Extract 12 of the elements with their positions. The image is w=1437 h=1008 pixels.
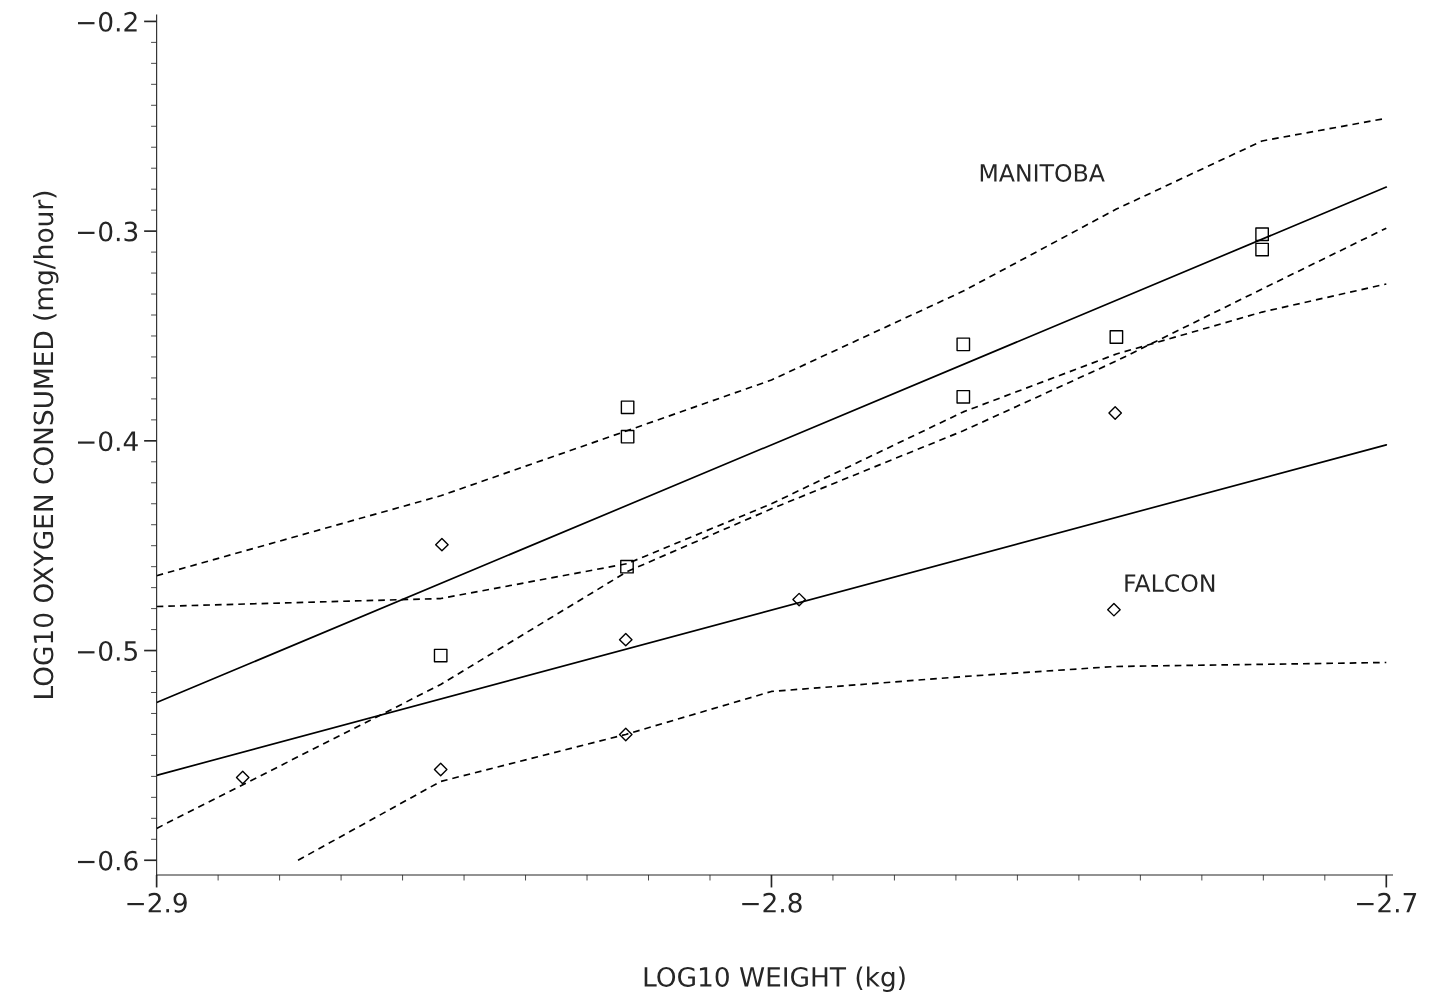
annotation: MANITOBA bbox=[980, 164, 1105, 182]
x-axis-title: LOG10 WEIGHT (kg) bbox=[644, 966, 905, 992]
y-tick-label: −0.3 bbox=[77, 221, 138, 242]
x-tick-label: −2.8 bbox=[742, 892, 802, 913]
y-tick-label: −0.6 bbox=[77, 850, 138, 871]
x-tick-label: −2.9 bbox=[127, 892, 187, 913]
y-axis-title: LOG10 OXYGEN CONSUMED (mg/hour) bbox=[32, 191, 59, 698]
annotation: FALCON bbox=[1125, 574, 1215, 593]
x-tick-label: −2.7 bbox=[1357, 892, 1417, 913]
y-tick-label: −0.2 bbox=[77, 11, 137, 32]
y-tick-label: −0.5 bbox=[77, 640, 137, 661]
y-tick-label: −0.4 bbox=[77, 431, 138, 452]
